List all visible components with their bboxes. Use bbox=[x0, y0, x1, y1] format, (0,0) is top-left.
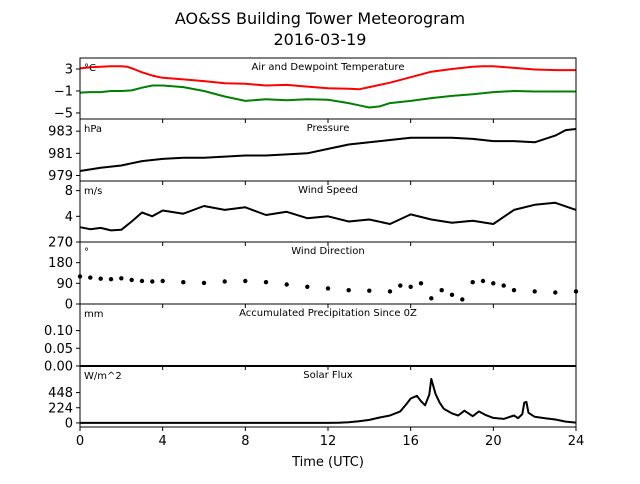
x-tick-label-4: 16 bbox=[402, 434, 419, 449]
panel-3-point-22 bbox=[418, 281, 424, 286]
panel-4-ytick-label-1: 0.05 bbox=[44, 342, 73, 357]
panel-1-title: Pressure bbox=[307, 123, 350, 134]
panel-3-point-9 bbox=[181, 280, 186, 285]
panel-0-unit: °C bbox=[84, 63, 96, 74]
panel-3-point-1 bbox=[88, 275, 93, 280]
panel-1: 983 981 979 hPa Pressure bbox=[48, 118, 577, 185]
panel-5-ytick-label-1: 224 bbox=[48, 401, 73, 416]
panel-0-series-0-line bbox=[79, 65, 576, 91]
panel-3-point-14 bbox=[284, 282, 289, 287]
panel-3-ytick-label-3: 0 bbox=[65, 298, 73, 313]
panel-3-point-27 bbox=[470, 280, 475, 285]
panel-3-point-30 bbox=[501, 283, 506, 288]
panel-2: 8 4 0 m/s Wind Speed bbox=[65, 180, 577, 251]
panel-3-point-16 bbox=[325, 286, 331, 291]
panel-3-point-32 bbox=[532, 289, 537, 294]
panel-3-point-25 bbox=[449, 292, 455, 297]
x-tick-label-6: 24 bbox=[568, 434, 585, 449]
panel-1-ytick-label-2: 979 bbox=[48, 169, 73, 184]
panel-1-ytick-label-0: 983 bbox=[48, 125, 73, 140]
panel-5-unit: W/m^2 bbox=[84, 371, 122, 382]
panel-3-point-7 bbox=[150, 279, 155, 284]
panel-3-point-26 bbox=[460, 297, 465, 302]
panel-3-point-11 bbox=[222, 279, 227, 284]
panel-3-point-21 bbox=[408, 284, 413, 289]
x-tick-label-3: 12 bbox=[320, 434, 337, 449]
panel-3-point-5 bbox=[129, 277, 134, 283]
panel-3-point-3 bbox=[108, 277, 114, 282]
panel-2-ytick-label-1: 4 bbox=[65, 210, 73, 225]
panel-5-ytick-label-2: 0 bbox=[65, 416, 73, 431]
panel-3-title: Wind Direction bbox=[291, 246, 365, 257]
panel-3-point-31 bbox=[511, 288, 517, 293]
panel-3-point-4 bbox=[119, 276, 124, 281]
chart-title: AO&SS Building Tower Meteorogram bbox=[175, 9, 465, 28]
panel-5-ytick-label-0: 448 bbox=[48, 386, 73, 401]
panel-3-unit: ° bbox=[84, 247, 89, 258]
panel-2-ytick-label-0: 8 bbox=[65, 184, 73, 199]
panel-3-point-29 bbox=[491, 281, 496, 286]
panel-0-ytick-label-0: 3 bbox=[65, 62, 73, 77]
panel-3-point-18 bbox=[367, 288, 372, 293]
panel-2-title: Wind Speed bbox=[298, 185, 358, 196]
panel-4-title: Accumulated Precipitation Since 0Z bbox=[239, 308, 417, 319]
x-tick-label-5: 20 bbox=[485, 434, 502, 449]
x-tick-label-2: 8 bbox=[241, 434, 249, 449]
panel-3-point-17 bbox=[346, 288, 351, 293]
x-axis-label: Time (UTC) bbox=[291, 455, 364, 470]
panel-4-ytick-label-2: 0.00 bbox=[44, 360, 73, 375]
panel-3-point-6 bbox=[139, 278, 145, 284]
panels-group: 3−1−5°C Air and Dewpoint Temperature98398… bbox=[44, 57, 579, 431]
panel-3-point-2 bbox=[98, 276, 103, 281]
panel-4: 0.10 0.05 0.00 mm Accumulated Precipitation … bbox=[44, 303, 577, 375]
chart-subtitle: 2016-03-19 bbox=[274, 30, 367, 49]
panel-0: 3 −1 −5 °C Air and Dewpoint Temperature bbox=[54, 57, 577, 123]
panel-3-series-0 bbox=[77, 274, 579, 302]
panel-5-series-0-line bbox=[80, 377, 577, 424]
panel-3-point-12 bbox=[243, 278, 248, 284]
x-tick-label-1: 4 bbox=[159, 434, 167, 449]
panel-3-point-24 bbox=[439, 288, 444, 293]
panel-2-series-0-line bbox=[79, 201, 577, 232]
panel-5-title: Solar Flux bbox=[303, 370, 353, 381]
panel-3-point-23 bbox=[429, 296, 434, 301]
panel-2-ytick-label-2: 0 bbox=[65, 236, 73, 251]
x-tick-label-0: 0 bbox=[76, 434, 84, 449]
panel-3-ytick-label-0: 270 bbox=[48, 236, 73, 251]
panel-3-ytick-label-2: 90 bbox=[56, 277, 73, 292]
panel-3-point-20 bbox=[398, 283, 403, 288]
panel-3-point-15 bbox=[305, 284, 310, 289]
panel-0-ytick-label-1: −1 bbox=[54, 84, 73, 99]
panel-3-point-10 bbox=[201, 280, 207, 286]
panel-0-series-1-line bbox=[79, 84, 576, 109]
panel-3-point-8 bbox=[160, 278, 165, 284]
panel-1-ytick-label-1: 981 bbox=[48, 147, 73, 162]
panel-3-point-13 bbox=[263, 280, 269, 285]
panel-2-unit: m/s bbox=[84, 186, 102, 197]
panel-1-unit: hPa bbox=[84, 124, 102, 135]
panel-1-series-0-line bbox=[79, 128, 577, 172]
panel-3: 270 180 90 0 ° Wind Direction bbox=[48, 236, 579, 313]
panel-3-ytick-label-1: 180 bbox=[48, 256, 73, 271]
panel-4-ytick-label-0: 0.10 bbox=[44, 324, 73, 339]
panel-0-ytick-label-2: −5 bbox=[54, 106, 73, 121]
panel-3-point-19 bbox=[387, 289, 393, 294]
panel-3-point-28 bbox=[480, 278, 486, 284]
panel-4-unit: mm bbox=[84, 309, 103, 320]
x-axis: 0 4 8 12 16 20 24 bbox=[76, 434, 584, 449]
panel-3-point-33 bbox=[553, 290, 558, 295]
panel-0-title: Air and Dewpoint Temperature bbox=[252, 62, 405, 73]
